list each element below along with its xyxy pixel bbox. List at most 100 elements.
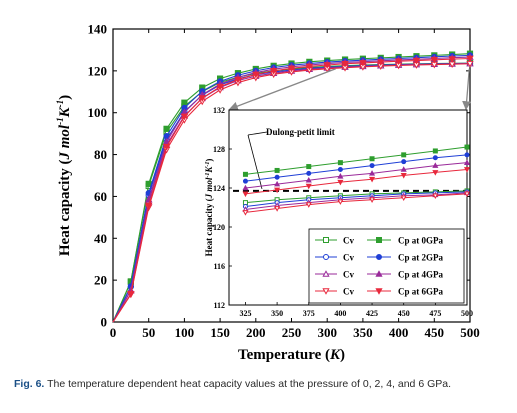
inset-data-point xyxy=(432,170,439,176)
caption-label: Fig. 6. xyxy=(14,378,45,390)
inset-data-point xyxy=(337,179,344,186)
figure-caption: Fig. 6. The temperature dependent heat c… xyxy=(14,378,509,391)
x-tick-label: 100 xyxy=(175,325,195,340)
inset-data-point xyxy=(306,170,312,176)
inset-y-axis-title: Heat capacity (J mol-1K-1) xyxy=(204,159,214,257)
x-axis-title: Temperature (K) xyxy=(238,347,345,363)
inset-x-tick-label: 375 xyxy=(303,309,315,318)
inset-data-point xyxy=(274,187,281,194)
legend-marker xyxy=(322,288,330,295)
main-data-point xyxy=(394,58,403,66)
inset-data-point xyxy=(306,164,312,170)
inset-data-point xyxy=(242,184,249,191)
inset-data-point xyxy=(463,159,471,165)
legend-marker xyxy=(323,237,329,243)
y-tick-label: 140 xyxy=(88,22,108,37)
inset-data-point xyxy=(400,166,407,172)
inset-series-line xyxy=(245,193,468,213)
y-tick-label: 100 xyxy=(88,105,108,120)
inset-y-tick-label: 116 xyxy=(213,262,225,271)
main-data-point xyxy=(216,83,224,91)
inset-data-point xyxy=(274,180,281,187)
legend-marker xyxy=(323,254,329,260)
inset-data-point xyxy=(337,199,344,205)
main-data-point xyxy=(448,56,456,64)
main-data-point xyxy=(377,59,385,66)
inset-x-tick-label: 425 xyxy=(366,309,378,318)
zoom-arrow-right xyxy=(462,68,472,111)
inset-data-point xyxy=(432,155,438,161)
legend-label: Cv xyxy=(343,287,354,297)
heat-capacity-figure: 0 50 100 150 200 250 300 350 400 450 500 0 20 40 60 80 1… xyxy=(55,22,480,364)
inset-data-point xyxy=(274,167,280,173)
inset-data-point xyxy=(432,148,438,154)
inset-data-point xyxy=(369,163,375,169)
main-data-point xyxy=(341,60,349,68)
main-data-point xyxy=(430,56,439,64)
main-data-point xyxy=(162,143,171,151)
inset-y-tick-label: 124 xyxy=(213,184,225,193)
inset-data-point xyxy=(274,206,281,212)
x-tick-label: 400 xyxy=(389,325,409,340)
inset-data-point xyxy=(432,162,439,168)
inset-y-tick-label: 128 xyxy=(213,145,225,154)
inset-y-tick-label: 120 xyxy=(213,223,225,232)
legend-label: Cp at 0GPa xyxy=(398,236,444,246)
inset-y-tick-label: 132 xyxy=(213,106,225,115)
inset-data-point xyxy=(464,144,470,150)
inset-data-point xyxy=(400,195,407,201)
inset-data-point xyxy=(400,173,407,179)
x-tick-label: 500 xyxy=(460,325,480,340)
dulong-pointer-stub xyxy=(247,131,268,136)
inset-plot: 325 350 375 400 425 450 475 500 112 116 120 124 128 1… xyxy=(204,68,473,318)
main-data-point xyxy=(198,95,206,102)
inset-data-point xyxy=(463,167,471,173)
inset-series-line xyxy=(245,154,468,182)
dulong-pointer xyxy=(247,134,263,190)
legend-marker xyxy=(375,288,383,295)
main-data-point xyxy=(181,99,188,106)
legend-marker xyxy=(322,270,330,277)
main-data-point xyxy=(144,202,153,210)
legend-marker xyxy=(375,270,383,277)
legend-label: Cp at 6GPa xyxy=(398,287,444,297)
main-data-point xyxy=(466,55,474,63)
inset-data-point xyxy=(369,197,376,203)
inset-data-point xyxy=(274,174,280,180)
inset-data-point xyxy=(463,191,471,198)
inset-data-point xyxy=(305,176,312,183)
inset-y-tick-label: 112 xyxy=(213,301,225,310)
main-data-point xyxy=(163,125,170,132)
x-tick-label: 150 xyxy=(210,325,230,340)
inset-data-point xyxy=(369,156,375,162)
legend-marker xyxy=(376,254,382,260)
dulong-petit-label: Dulong-petit limit xyxy=(266,127,335,137)
x-tick-label: 0 xyxy=(110,325,117,340)
x-tick-label: 450 xyxy=(425,325,445,340)
y-tick-label: 60 xyxy=(94,189,107,204)
y-tick-label: 0 xyxy=(101,315,108,330)
inset-series-line xyxy=(245,192,468,210)
inset-x-tick-label: 325 xyxy=(239,309,251,318)
main-data-point xyxy=(234,76,242,84)
legend-marker xyxy=(376,237,382,243)
inset-x-tick-label: 475 xyxy=(429,309,441,318)
inset-data-point xyxy=(305,202,312,208)
x-tick-label: 250 xyxy=(282,325,302,340)
y-tick-label: 40 xyxy=(94,231,107,246)
inset-data-point xyxy=(242,191,249,198)
main-data-point xyxy=(359,60,367,67)
inset-data-point xyxy=(401,159,407,165)
inset-data-point xyxy=(337,173,344,179)
inset-data-point xyxy=(242,210,249,216)
inset-x-tick-label: 500 xyxy=(461,309,473,318)
inset-data-point xyxy=(369,170,376,176)
inset-data-point xyxy=(369,176,376,183)
inset-data-point xyxy=(401,152,407,158)
inset-data-point xyxy=(432,193,439,200)
main-data-point xyxy=(305,63,314,71)
inset-data-point xyxy=(337,160,343,166)
inset-series-line xyxy=(245,162,468,189)
y-axis-title: Heat capacity (J mol-1K-1) xyxy=(55,95,73,256)
inset-x-tick-label: 350 xyxy=(271,309,283,318)
